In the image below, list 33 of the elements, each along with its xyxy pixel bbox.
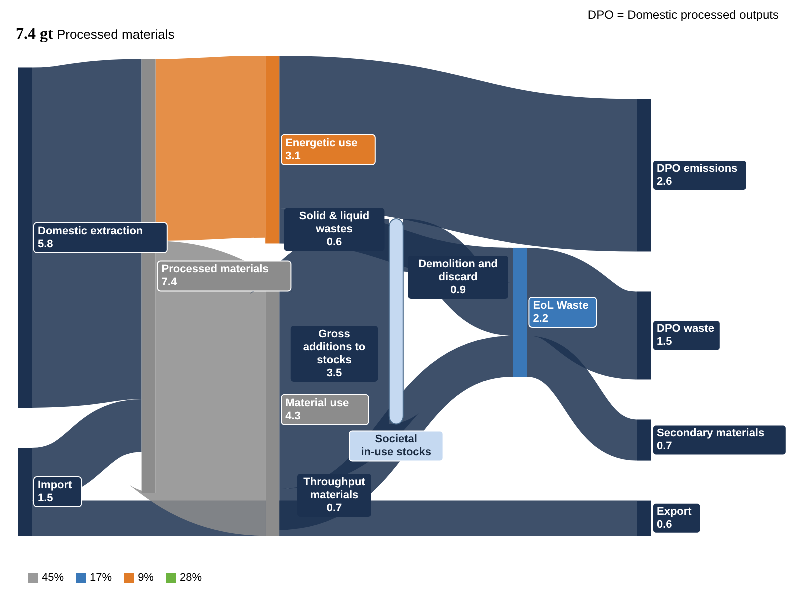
data-label: 4.3 [286, 410, 301, 422]
category-label: Energetic use [286, 137, 358, 150]
category-label: DPO waste [657, 323, 714, 336]
category-label: Societal in-use stocks [361, 434, 432, 459]
data-label: 5.8 [38, 238, 54, 250]
category-label: Export [657, 506, 692, 518]
category-label: Secondary materials [657, 428, 765, 440]
share-legend: 45% 17% 9% 28% [28, 572, 202, 584]
data-label: 7.4 [162, 276, 178, 289]
category-label: Throughput materials [304, 476, 366, 502]
text: DPO = Domestic processed outputs [586, 8, 780, 24]
text: 7.4 gt [16, 26, 54, 43]
data-label: 1.5 [657, 336, 672, 348]
category-label: Domestic extraction [38, 225, 144, 238]
category-label: Material use [286, 397, 350, 410]
data-label: 3.1 [286, 150, 301, 162]
category-label: DPO emissions [657, 162, 738, 175]
data-label: 0.7 [657, 440, 672, 453]
data-label: 2.6 [657, 176, 672, 188]
data-label: 1.5 [38, 492, 54, 504]
text: Processed materials [56, 27, 175, 42]
category-label: Gross additions to stocks [303, 328, 366, 366]
category-label: EoL Waste [533, 300, 589, 312]
data-label: 0.6 [657, 518, 672, 531]
category-label: Import [38, 479, 73, 492]
data-label: 0.9 [450, 284, 466, 296]
data-label: 2.2 [533, 312, 548, 325]
category-label: Demolition and discard [418, 258, 498, 284]
data-label: 0.7 [326, 502, 342, 514]
data-label: 3.5 [326, 367, 342, 380]
category-label: Processed materials [162, 264, 269, 276]
category-label: Solid & liquid wastes [299, 210, 370, 236]
data-label: 0.6 [326, 236, 342, 249]
